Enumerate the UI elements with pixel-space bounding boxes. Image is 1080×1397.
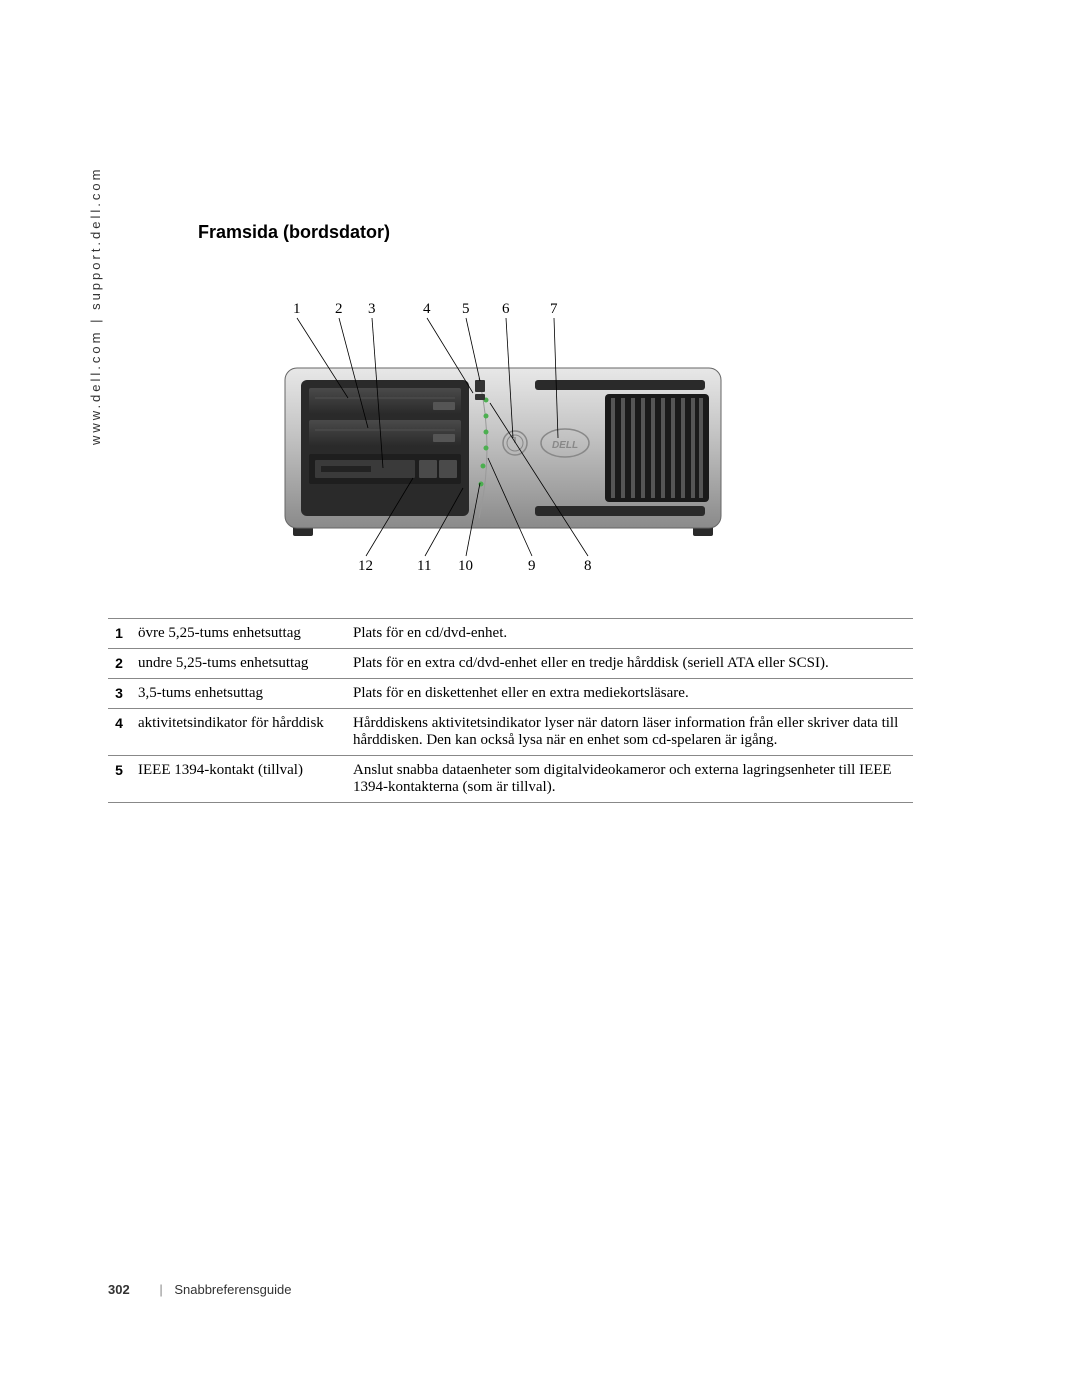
row-desc: Plats för en extra cd/dvd-enhet eller en… bbox=[353, 649, 913, 679]
row-name: aktivitetsindikator för hårddisk bbox=[138, 709, 353, 756]
table-row: 5IEEE 1394-kontakt (tillval)Anslut snabb… bbox=[108, 756, 913, 803]
page-number: 302 bbox=[108, 1282, 130, 1297]
row-number: 3 bbox=[108, 679, 138, 709]
row-number: 4 bbox=[108, 709, 138, 756]
row-desc: Anslut snabba dataenheter som digitalvid… bbox=[353, 756, 913, 803]
row-number: 1 bbox=[108, 619, 138, 649]
row-name: övre 5,25-tums enhetsuttag bbox=[138, 619, 353, 649]
row-name: 3,5-tums enhetsuttag bbox=[138, 679, 353, 709]
table-row: 33,5-tums enhetsuttagPlats för en disket… bbox=[108, 679, 913, 709]
row-name: IEEE 1394-kontakt (tillval) bbox=[138, 756, 353, 803]
callout-lines bbox=[198, 263, 758, 583]
sidebar-url: www.dell.com | support.dell.com bbox=[88, 167, 103, 445]
row-number: 5 bbox=[108, 756, 138, 803]
footer-separator: | bbox=[159, 1282, 162, 1297]
row-desc: Plats för en cd/dvd-enhet. bbox=[353, 619, 913, 649]
row-desc: Hårddiskens aktivitetsindikator lyser nä… bbox=[353, 709, 913, 756]
table-row: 1övre 5,25-tums enhetsuttagPlats för en … bbox=[108, 619, 913, 649]
page-content: Framsida (bordsdator) 1 2 3 4 5 6 7 12 1… bbox=[198, 222, 988, 803]
table-row: 2undre 5,25-tums enhetsuttagPlats för en… bbox=[108, 649, 913, 679]
page-footer: 302 | Snabbreferensguide bbox=[108, 1282, 291, 1297]
row-name: undre 5,25-tums enhetsuttag bbox=[138, 649, 353, 679]
computer-diagram: 1 2 3 4 5 6 7 12 11 10 9 8 bbox=[198, 263, 988, 583]
section-heading: Framsida (bordsdator) bbox=[198, 222, 988, 243]
footer-title: Snabbreferensguide bbox=[174, 1282, 291, 1297]
row-desc: Plats för en diskettenhet eller en extra… bbox=[353, 679, 913, 709]
parts-table: 1övre 5,25-tums enhetsuttagPlats för en … bbox=[108, 618, 913, 803]
table-row: 4aktivitetsindikator för hårddiskHårddis… bbox=[108, 709, 913, 756]
row-number: 2 bbox=[108, 649, 138, 679]
